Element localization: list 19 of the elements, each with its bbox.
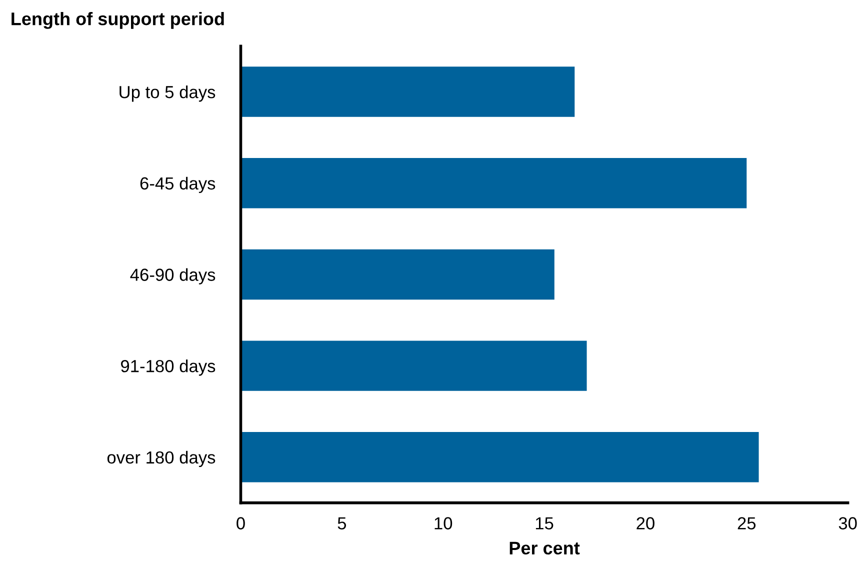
bar	[240, 249, 554, 300]
y-tick-label: 6-45 days	[140, 176, 216, 194]
bar	[240, 340, 587, 391]
bar	[240, 66, 575, 117]
bar	[240, 158, 747, 208]
x-tick-label: 5	[338, 517, 346, 530]
x-tick-label: 20	[636, 517, 654, 530]
bar	[240, 432, 759, 482]
x-tick-label: 25	[738, 517, 756, 530]
y-tick-label: over 180 days	[107, 450, 216, 468]
y-tick-label: Up to 5 days	[120, 86, 216, 102]
x-tick-label: 15	[536, 517, 554, 530]
chart-title: Length of support period	[12, 12, 224, 29]
y-tick-label: 91-180 days	[121, 360, 216, 376]
x-tick-label: 30	[838, 517, 857, 530]
x-axis-title: Per cent	[510, 542, 580, 554]
x-tick-label: 10	[434, 517, 452, 530]
x-tick-label: 0	[236, 517, 245, 530]
y-tick-label: 46-90 days	[130, 268, 216, 284]
